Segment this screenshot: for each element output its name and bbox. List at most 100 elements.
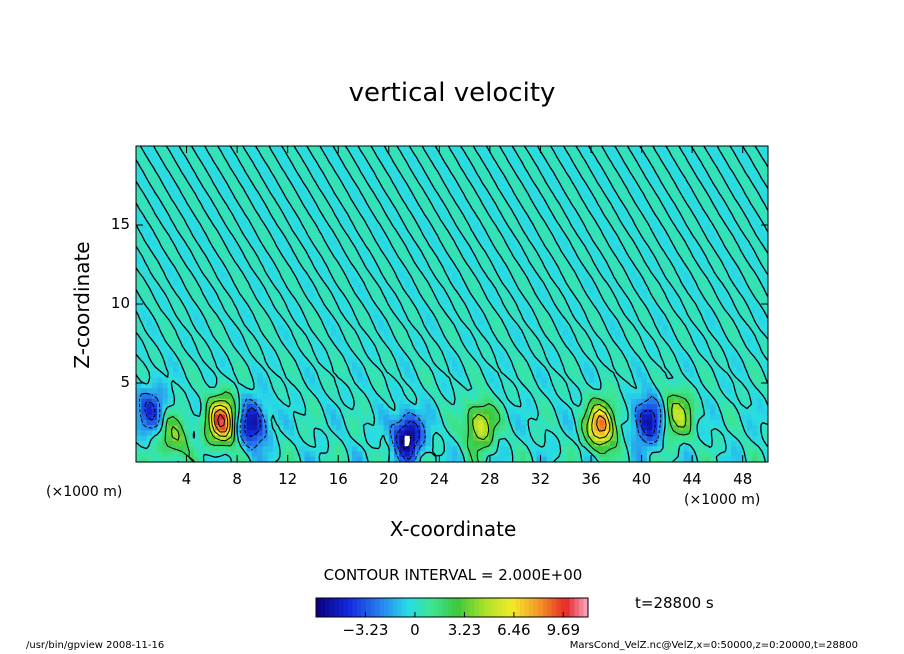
colorbar-tick-label: 9.69 <box>546 621 581 639</box>
colorbar-swatch <box>551 598 557 617</box>
colorbar-swatch <box>538 598 544 617</box>
colorbar-swatch <box>429 598 435 617</box>
colorbar-swatch <box>465 598 471 617</box>
colorbar-swatch <box>338 598 344 617</box>
colorbar-swatch <box>374 598 380 617</box>
colorbar-swatch <box>356 598 362 617</box>
colorbar-swatch <box>415 598 421 617</box>
time-label: t=28800 s <box>635 594 714 612</box>
colorbar-swatch <box>384 598 390 617</box>
colorbar-swatch <box>370 598 376 617</box>
x-tick-label: 28 <box>480 470 500 488</box>
contour-level-8 <box>213 408 607 433</box>
colorbar-swatch <box>501 598 507 617</box>
x-tick-label: 32 <box>530 470 551 488</box>
colorbar-frame <box>315 597 589 618</box>
contour-interval-label: CONTOUR INTERVAL = 2.000E+00 <box>323 566 583 584</box>
y-tick-label: 10 <box>110 294 130 312</box>
colorbar-swatch <box>411 598 417 617</box>
colorbar-swatch <box>560 598 566 617</box>
colorbar-swatch <box>320 598 326 617</box>
colorbar-swatch <box>329 598 335 617</box>
colorbar-swatch <box>393 598 399 617</box>
colorbar-swatch <box>352 598 358 617</box>
colorbar-swatch <box>483 598 489 617</box>
colorbar-swatch <box>461 598 467 617</box>
colorbar-swatch <box>343 598 349 617</box>
colorbar-swatch <box>492 598 498 617</box>
colorbar-tick-label: 0 <box>410 621 420 639</box>
x-tick-label: 20 <box>379 470 399 488</box>
colorbar-swatch <box>547 598 553 617</box>
colorbar-swatch <box>520 598 526 617</box>
x-unit-right: (×1000 m) <box>684 492 761 508</box>
colorbar-swatch <box>442 598 448 617</box>
contour-level-10 <box>217 413 225 428</box>
colorbar-swatch <box>388 598 394 617</box>
colorbar-swatch <box>438 598 444 617</box>
colorbar-swatch <box>316 598 322 617</box>
contour-level-4 <box>171 400 687 446</box>
x-tick-label: 16 <box>328 470 348 488</box>
colorbar-swatch <box>433 598 439 617</box>
y-tick-label: 15 <box>110 215 130 233</box>
colorbar-swatch <box>365 598 371 617</box>
contour-level--4 <box>144 401 656 460</box>
colorbar-swatch <box>515 598 521 617</box>
colorbar-swatch <box>533 598 539 617</box>
contour-level--6 <box>401 434 411 450</box>
colorbar-swatch <box>347 598 353 617</box>
x-tick-label: 44 <box>682 470 702 488</box>
colorbar <box>315 597 589 618</box>
colorbar-tick-label: 6.46 <box>497 621 531 639</box>
x-tick-label: 24 <box>429 470 449 488</box>
contour-level--2 <box>139 392 662 463</box>
colorbar-swatch <box>456 598 462 617</box>
contour-level-6 <box>211 404 611 439</box>
colorbar-swatch <box>474 598 480 617</box>
colorbar-swatch <box>529 598 535 617</box>
colorbar-swatch <box>542 598 548 617</box>
colorbar-swatch <box>556 598 562 617</box>
x-tick-label: 48 <box>733 470 753 488</box>
colorbar-swatch <box>452 598 458 617</box>
colorbar-swatch <box>406 598 412 617</box>
colorbar-swatch <box>497 598 503 617</box>
y-tick-label: 5 <box>120 373 130 391</box>
x-tick-label: 12 <box>278 470 298 488</box>
colorbar-swatch <box>488 598 494 617</box>
colorbar-swatch <box>470 598 476 617</box>
colorbar-tick-label: 3.23 <box>447 621 482 639</box>
colorbar-swatch <box>569 598 575 617</box>
colorbar-swatch <box>424 598 430 617</box>
x-tick-label: 40 <box>632 470 652 488</box>
colorbar-swatch <box>420 598 426 617</box>
x-unit-left: (×1000 m) <box>46 484 123 500</box>
colorbar-swatch <box>583 598 589 617</box>
colorbar-swatch <box>479 598 485 617</box>
colorbar-swatch <box>447 598 453 617</box>
colorbar-swatch <box>397 598 403 617</box>
colorbar-swatch <box>578 598 584 617</box>
footer-right: MarsCond_VelZ.nc@VelZ,x=0:50000,z=0:2000… <box>569 640 858 651</box>
footer-left: /usr/bin/gpview 2008-11-16 <box>26 640 165 651</box>
colorbar-swatch <box>574 598 580 617</box>
contour-lines <box>135 145 769 463</box>
y-tick-marks <box>136 224 768 384</box>
velocity-field <box>136 146 769 463</box>
x-tick-label: 8 <box>232 470 242 488</box>
contour-level-2 <box>164 391 692 463</box>
colorbar-swatch <box>565 598 571 617</box>
colorbar-swatch <box>379 598 385 617</box>
contour-level-0 <box>135 145 769 463</box>
colorbar-swatch <box>334 598 340 617</box>
chart-title: vertical velocity <box>348 78 556 108</box>
colorbar-swatch <box>510 598 516 617</box>
x-axis-label: X-coordinate <box>389 517 517 541</box>
colorbar-swatch <box>361 598 367 617</box>
colorbar-swatch <box>402 598 408 617</box>
colorbar-swatch <box>524 598 530 617</box>
colorbar-swatch <box>325 598 331 617</box>
x-tick-label: 36 <box>581 470 601 488</box>
